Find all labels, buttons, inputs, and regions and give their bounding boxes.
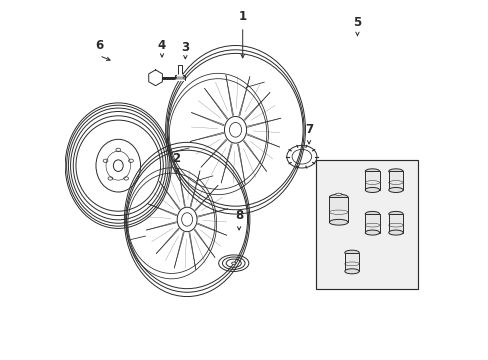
Ellipse shape [335, 193, 341, 195]
Ellipse shape [329, 194, 347, 200]
Ellipse shape [365, 211, 379, 216]
Bar [388, 214, 402, 233]
Polygon shape [175, 75, 184, 80]
Bar [365, 214, 379, 233]
Ellipse shape [231, 262, 235, 264]
Text: 1: 1 [238, 10, 246, 23]
Text: 5: 5 [353, 16, 361, 29]
Ellipse shape [344, 250, 358, 255]
Text: 7: 7 [305, 123, 312, 136]
Text: 6: 6 [95, 39, 103, 52]
Ellipse shape [388, 211, 402, 216]
Ellipse shape [388, 169, 402, 174]
Text: 2: 2 [172, 152, 180, 165]
Text: 4: 4 [158, 39, 166, 52]
Bar [329, 197, 347, 222]
Bar [344, 253, 358, 271]
Text: 8: 8 [235, 210, 243, 222]
Bar [177, 65, 182, 75]
Bar [175, 75, 184, 80]
Ellipse shape [365, 169, 379, 174]
Bar [316, 160, 418, 289]
Ellipse shape [329, 219, 347, 225]
Ellipse shape [344, 269, 358, 274]
Text: 3: 3 [181, 41, 189, 54]
Ellipse shape [388, 188, 402, 193]
Bar [388, 171, 402, 190]
Ellipse shape [388, 230, 402, 235]
Bar [365, 171, 379, 190]
Ellipse shape [365, 230, 379, 235]
Ellipse shape [365, 188, 379, 193]
